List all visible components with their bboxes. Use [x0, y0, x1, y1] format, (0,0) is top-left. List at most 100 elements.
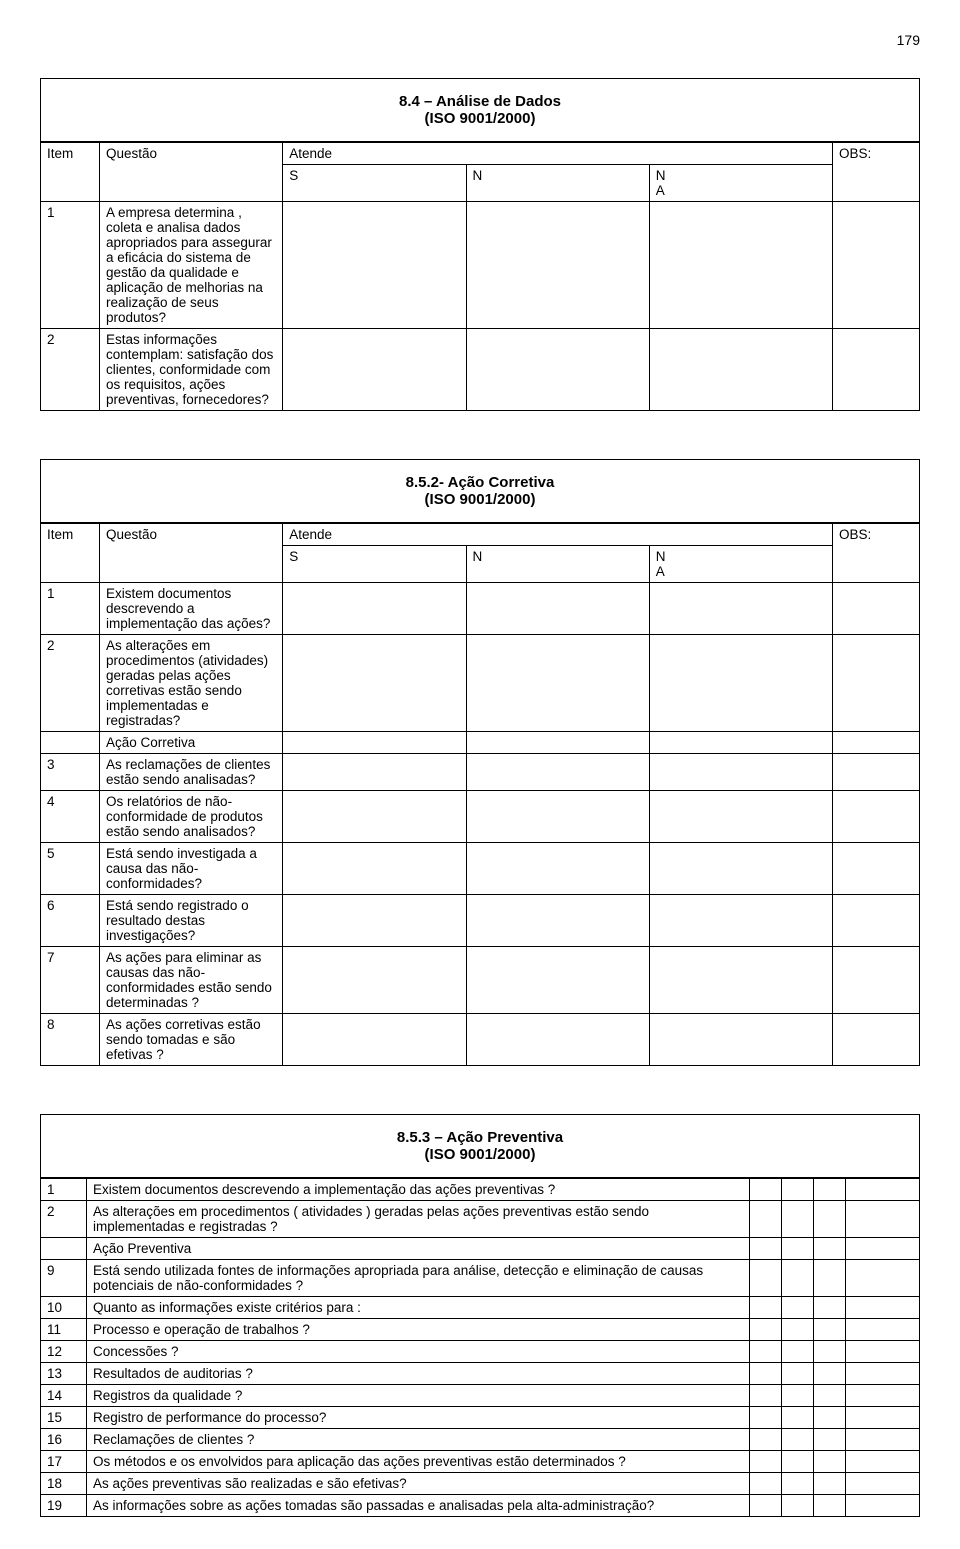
cell-obs — [846, 1201, 920, 1238]
cell-s — [283, 635, 466, 732]
section-title-line1: 8.4 – Análise de Dados — [49, 93, 911, 110]
table-row: 17Os métodos e os envolvidos para aplica… — [41, 1451, 920, 1473]
cell-na — [649, 754, 832, 791]
cell-n — [466, 732, 649, 754]
cell-n — [466, 895, 649, 947]
cell-na — [649, 732, 832, 754]
table-row: 1Existem documentos descrevendo a implem… — [41, 583, 920, 635]
row-number: 1 — [41, 202, 100, 329]
table-row: Ação Corretiva — [41, 732, 920, 754]
cell-n — [466, 843, 649, 895]
cell-na — [814, 1473, 846, 1495]
row-number: 1 — [41, 583, 100, 635]
cell-n — [466, 1014, 649, 1066]
table-row: 6Está sendo registrado o resultado desta… — [41, 895, 920, 947]
row-question: As alterações em procedimentos (atividad… — [100, 635, 283, 732]
cell-s — [750, 1473, 782, 1495]
cell-n — [466, 791, 649, 843]
section-title-line1: 8.5.2- Ação Corretiva — [49, 474, 911, 491]
cell-s — [283, 791, 466, 843]
cell-n — [782, 1385, 814, 1407]
cell-s — [750, 1297, 782, 1319]
row-question: Está sendo registrado o resultado destas… — [100, 895, 283, 947]
row-number: 14 — [41, 1385, 87, 1407]
cell-obs — [846, 1341, 920, 1363]
table-row: 12Concessões ? — [41, 1341, 920, 1363]
cell-n — [782, 1179, 814, 1201]
row-question: As ações corretivas estão sendo tomadas … — [100, 1014, 283, 1066]
row-question: Os relatórios de não-conformidade de pro… — [100, 791, 283, 843]
cell-s — [283, 895, 466, 947]
row-question: As ações para eliminar as causas das não… — [100, 947, 283, 1014]
cell-na — [814, 1297, 846, 1319]
cell-na — [814, 1341, 846, 1363]
table-row: 9Está sendo utilizada fontes de informaç… — [41, 1260, 920, 1297]
cell-na — [814, 1407, 846, 1429]
row-question: Está sendo investigada a causa das não-c… — [100, 843, 283, 895]
cell-s — [750, 1407, 782, 1429]
row-question: As reclamações de clientes estão sendo a… — [100, 754, 283, 791]
cell-n — [466, 202, 649, 329]
table-row: 13Resultados de auditorias ? — [41, 1363, 920, 1385]
cell-n — [782, 1260, 814, 1297]
row-number: 2 — [41, 329, 100, 411]
row-number: 5 — [41, 843, 100, 895]
row-question: Concessões ? — [87, 1341, 750, 1363]
table-row: 1A empresa determina , coleta e analisa … — [41, 202, 920, 329]
cell-n — [782, 1407, 814, 1429]
section-title-line1: 8.5.3 – Ação Preventiva — [49, 1129, 911, 1146]
cell-obs — [846, 1179, 920, 1201]
cell-n — [466, 583, 649, 635]
cell-s — [750, 1385, 782, 1407]
row-question: Estas informações contemplam: satisfação… — [100, 329, 283, 411]
table-row: 14Registros da qualidade ? — [41, 1385, 920, 1407]
cell-na — [814, 1179, 846, 1201]
row-question: Existem documentos descrevendo a impleme… — [100, 583, 283, 635]
cell-na — [814, 1451, 846, 1473]
cell-na — [814, 1385, 846, 1407]
table-row: 2Estas informações contemplam: satisfaçã… — [41, 329, 920, 411]
row-number: 7 — [41, 947, 100, 1014]
cell-s — [283, 732, 466, 754]
row-number — [41, 732, 100, 754]
cell-obs — [833, 202, 920, 329]
cell-s — [283, 202, 466, 329]
col-header-obs: OBS: — [833, 524, 920, 583]
cell-na — [814, 1429, 846, 1451]
section-title: 8.4 – Análise de Dados(ISO 9001/2000) — [40, 78, 920, 142]
table-row: 15Registro de performance do processo? — [41, 1407, 920, 1429]
row-question: As alterações em procedimentos ( ativida… — [87, 1201, 750, 1238]
cell-na — [814, 1495, 846, 1517]
row-question: Os métodos e os envolvidos para aplicaçã… — [87, 1451, 750, 1473]
cell-na — [649, 329, 832, 411]
cell-n — [782, 1363, 814, 1385]
cell-n — [466, 329, 649, 411]
row-number: 6 — [41, 895, 100, 947]
cell-obs — [833, 1014, 920, 1066]
cell-obs — [833, 843, 920, 895]
col-header-na: NA — [649, 546, 832, 583]
table-row: 7As ações para eliminar as causas das nã… — [41, 947, 920, 1014]
cell-n — [782, 1319, 814, 1341]
cell-s — [750, 1201, 782, 1238]
col-header-questao: Questão — [100, 524, 283, 583]
cell-s — [750, 1341, 782, 1363]
table-row: 8As ações corretivas estão sendo tomadas… — [41, 1014, 920, 1066]
row-number: 9 — [41, 1260, 87, 1297]
cell-n — [782, 1297, 814, 1319]
row-question: Processo e operação de trabalhos ? — [87, 1319, 750, 1341]
col-header-s: S — [283, 546, 466, 583]
cell-s — [750, 1238, 782, 1260]
cell-obs — [833, 754, 920, 791]
cell-s — [750, 1319, 782, 1341]
cell-s — [283, 1014, 466, 1066]
row-question: A empresa determina , coleta e analisa d… — [100, 202, 283, 329]
cell-n — [782, 1201, 814, 1238]
cell-s — [283, 583, 466, 635]
row-number: 15 — [41, 1407, 87, 1429]
cell-s — [750, 1179, 782, 1201]
cell-n — [782, 1473, 814, 1495]
cell-n — [782, 1451, 814, 1473]
cell-s — [283, 754, 466, 791]
cell-na — [814, 1238, 846, 1260]
